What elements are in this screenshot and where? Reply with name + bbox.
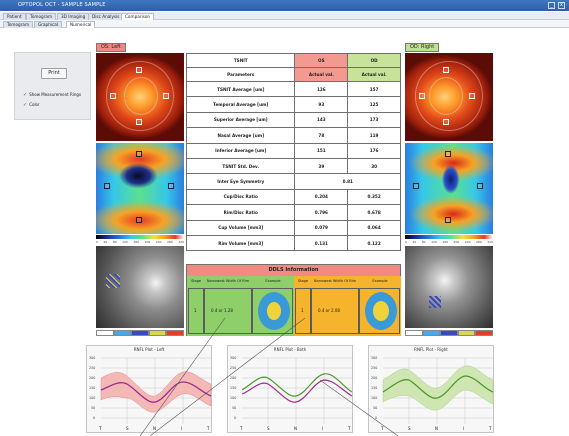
ddls-od-rim-width: 0.4 or 2.08 xyxy=(318,308,340,313)
rnfl-plot-both: RNFL Plot - Both 300 250 200 150 100 50 … xyxy=(227,345,353,433)
rnfl-plot-left: RNFL Plot - Left 300 250 200 150 100 50 … xyxy=(86,345,212,433)
close-icon[interactable]: x xyxy=(558,2,565,9)
od-legend-strip xyxy=(405,330,493,336)
ddls-od-stage: 1 xyxy=(301,308,304,313)
tab-comparison[interactable]: Comparison xyxy=(121,13,155,20)
checkmark-icon: ✓ xyxy=(23,102,28,108)
table-row: Rim Volume [mm3] 0.131 0.122 xyxy=(185,234,401,252)
od-deviation-map xyxy=(429,296,441,308)
table-row: Inter Eye Symmetry 0.81 xyxy=(185,173,401,190)
main-tab-bar: Patient Tomogram 3D Imaging Disc Analysi… xyxy=(0,12,569,20)
rnfl-plot-both-graph xyxy=(241,357,353,424)
header-od: OD xyxy=(347,53,401,68)
table-subheader-row: Parameters Actual val. Actual val. xyxy=(185,67,401,82)
od-colorbar-ticks: 0 40 80 120 160 200 240 280 320 xyxy=(405,240,493,244)
ddls-os-example-disc xyxy=(258,292,290,330)
show-rings-checkbox[interactable]: ✓ Show Measurement Rings xyxy=(23,92,81,98)
od-disc-fundus-image xyxy=(405,246,493,328)
print-button[interactable]: Print xyxy=(41,68,67,79)
od-thickness-heatmap xyxy=(405,143,493,234)
ddls-os-stage: 1 xyxy=(194,308,197,313)
ddls-od-example-disc xyxy=(365,292,397,330)
checkmark-icon: ✓ xyxy=(23,92,28,98)
sub-tab-bar: Tomogram Graphical Numerical xyxy=(0,20,569,28)
ddls-os-rim-width: 0.4 or 1.28 xyxy=(211,308,233,313)
color-checkbox[interactable]: ✓ Color xyxy=(23,102,40,108)
os-colorbar-ticks: 0 40 80 120 160 200 240 280 320 xyxy=(96,240,184,244)
tab-sub-graphical[interactable]: Graphical xyxy=(34,21,63,28)
window-title: OPTOPOL OCT - SAMPLE SAMPLE xyxy=(18,2,106,8)
table-row: TSNIT Average [um] 126 157 xyxy=(185,80,401,98)
table-row: TSNIT Std. Dev. 39 30 xyxy=(185,157,401,175)
rnfl-plot-right: RNFL Plot - Right 300 250 200 150 100 50… xyxy=(368,345,494,433)
table-header-row: TSNIT OS OD xyxy=(185,53,401,68)
tab-sub-numerical[interactable]: Numerical xyxy=(66,21,96,28)
os-disc-fundus-image xyxy=(96,246,184,328)
header-os: OS xyxy=(294,53,349,68)
ddls-title: DDLS Information xyxy=(187,265,400,276)
ddls-os-section: Stage Narrowest Width Of Rim Example 1 0… xyxy=(187,276,294,336)
ddls-os-rim-header: Narrowest Width Of Rim xyxy=(206,279,250,283)
tab-patient[interactable]: Patient xyxy=(3,13,26,20)
os-legend-strip xyxy=(96,330,184,336)
od-fundus-thickness-image xyxy=(405,53,493,141)
options-panel: Print ✓ Show Measurement Rings ✓ Color xyxy=(14,52,91,120)
minimize-icon[interactable]: _ xyxy=(548,2,555,9)
os-left-label: OS: Left xyxy=(96,43,126,52)
ddls-panel: DDLS Information Stage Narrowest Width O… xyxy=(186,264,401,336)
table-row: Rim/Disc Ratio 0.796 0.678 xyxy=(185,204,401,221)
table-row: Superior Average [um] 143 173 xyxy=(185,111,401,129)
od-right-label: OD: Right xyxy=(405,43,440,52)
header-od-actual: Actual val. xyxy=(347,67,401,82)
tab-sub-tomogram[interactable]: Tomogram xyxy=(3,21,34,28)
od-colorbar xyxy=(405,235,493,239)
plot-title: RNFL Plot - Left xyxy=(133,347,165,352)
os-colorbar xyxy=(96,235,184,239)
sector-superior-marker xyxy=(136,67,142,73)
sector-temporal-marker xyxy=(110,93,116,99)
parameters-table: TSNIT OS OD Parameters Actual val. Actua… xyxy=(185,53,401,252)
ddls-os-example-header: Example xyxy=(265,279,281,283)
table-row: Cup/Disc Ratio 0.204 0.352 xyxy=(185,188,401,206)
plot-title: RNFL Plot - Both xyxy=(273,347,307,352)
os-deviation-map xyxy=(106,274,120,288)
os-fundus-thickness-image xyxy=(96,53,184,141)
header-os-actual: Actual val. xyxy=(294,67,349,82)
ddls-od-example-header: Example xyxy=(372,279,388,283)
sector-inferior-marker xyxy=(136,119,142,125)
sector-nasal-marker xyxy=(163,93,169,99)
tab-tomogram[interactable]: Tomogram xyxy=(26,13,57,20)
rnfl-plot-right-graph xyxy=(382,357,494,424)
table-row: Temporal Average [um] 93 125 xyxy=(185,96,401,113)
plot-title: RNFL Plot - Right xyxy=(414,347,448,352)
show-rings-label: Show Measurement Rings xyxy=(29,92,82,97)
ddls-od-section: Stage Narrowest Width Of Rim Example 1 0… xyxy=(294,276,401,336)
title-bar: OPTOPOL OCT - SAMPLE SAMPLE _ x xyxy=(0,0,569,11)
ddls-od-stage-header: Stage xyxy=(297,279,309,283)
ddls-os-stage-header: Stage xyxy=(190,279,202,283)
color-label: Color xyxy=(29,102,40,107)
os-thickness-heatmap xyxy=(96,143,184,234)
ddls-od-rim-header: Narrowest Width Of Rim xyxy=(313,279,357,283)
rnfl-plot-left-graph xyxy=(100,357,212,424)
